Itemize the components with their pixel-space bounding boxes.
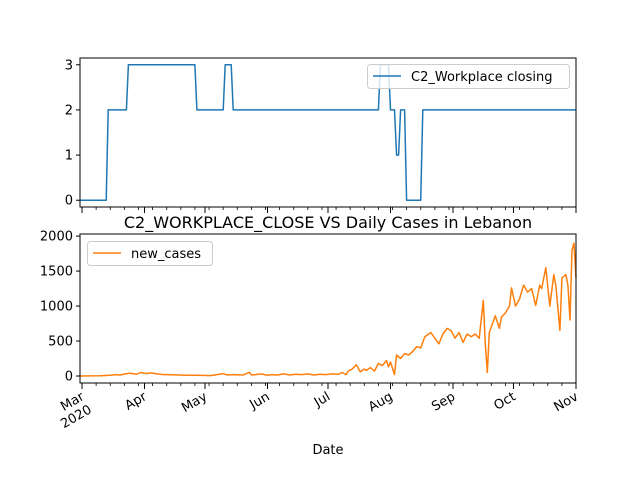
bottom-x-axis-label: Date (312, 443, 343, 458)
y-tick-label: 0 (65, 194, 73, 209)
y-tick-label: 500 (48, 335, 73, 350)
series-line-new_cases (79, 242, 577, 377)
top-legend-label: C2_Workplace closing (411, 70, 552, 85)
y-tick-label: 2 (65, 103, 73, 118)
bottom-legend-box (87, 241, 213, 266)
bottom-legend-label: new_cases (131, 247, 201, 262)
top-y-ticks: 0 1 2 3 (65, 58, 80, 209)
bottom-plot-frame (79, 233, 577, 384)
top-plot-frame (79, 57, 577, 208)
x-tick-label: Jul (311, 389, 333, 410)
bottom-chart-title: C2_WORKPLACE_CLOSE VS Daily Cases in Leb… (124, 213, 532, 233)
top-legend: C2_Workplace closing (367, 64, 570, 89)
top-x-ticks (81, 207, 577, 213)
top-legend-box (367, 64, 570, 89)
y-tick-label: 1000 (40, 300, 73, 315)
y-tick-label: 2000 (40, 230, 73, 245)
y-tick-label: 3 (65, 58, 73, 73)
top-chart: 0 1 2 3 C2_Workplace closing (65, 57, 577, 213)
bottom-legend: new_cases (87, 241, 213, 266)
y-tick-label: 0 (65, 370, 73, 385)
y-tick-label: 1500 (40, 265, 73, 280)
bottom-series-layer (79, 242, 577, 377)
y-tick-label: 1 (65, 149, 73, 164)
bottom-y-ticks: 0 500 1000 1500 2000 (40, 230, 80, 385)
